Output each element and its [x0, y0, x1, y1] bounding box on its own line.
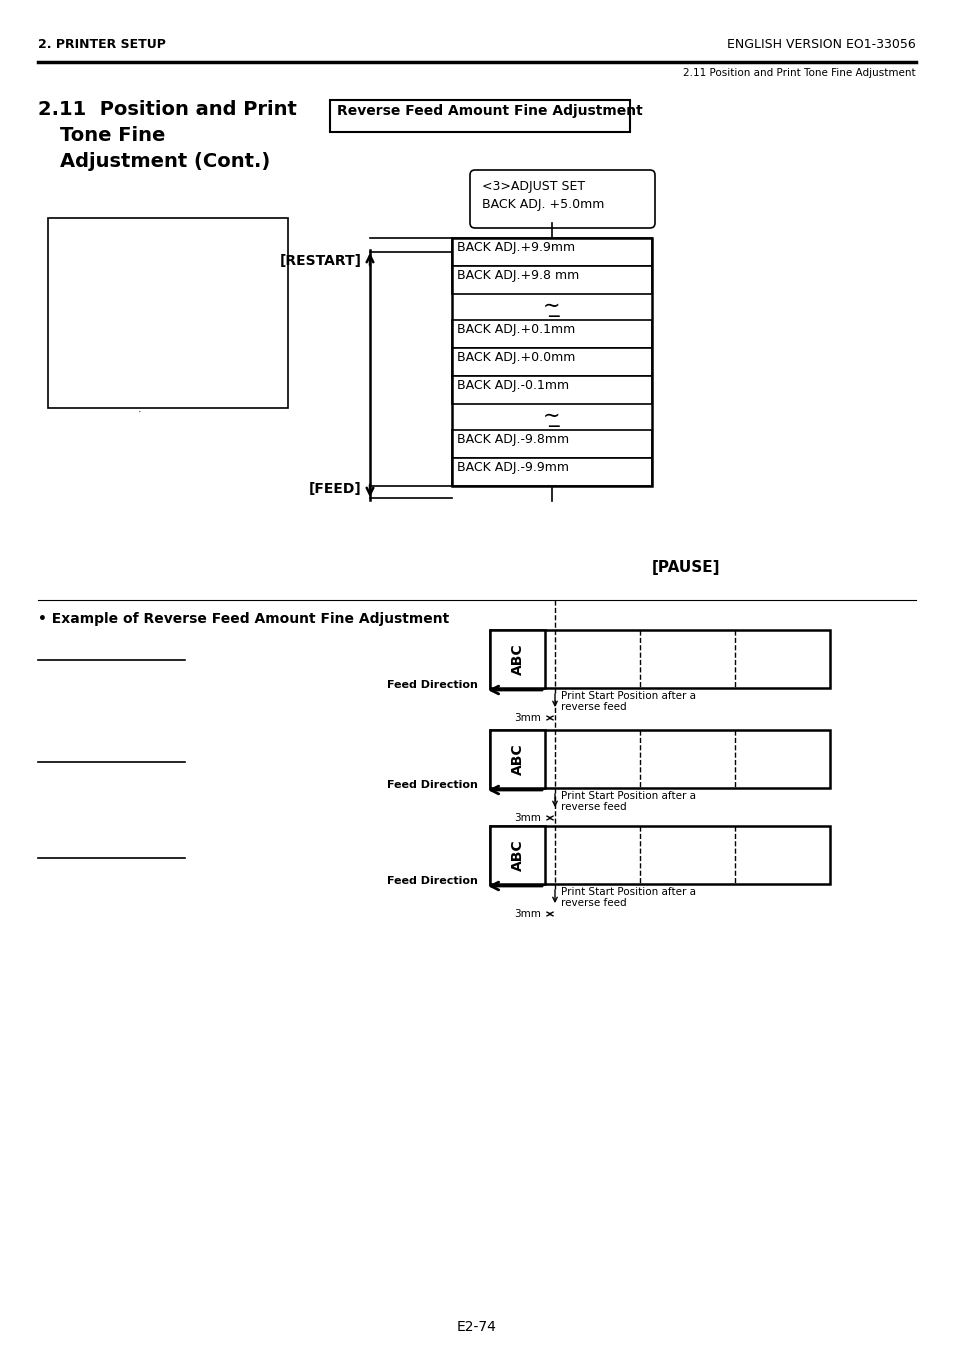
Text: 2. PRINTER SETUP: 2. PRINTER SETUP — [38, 38, 166, 51]
Text: reverse feed: reverse feed — [560, 703, 626, 712]
Bar — [452, 266, 651, 295]
Text: ENGLISH VERSION EO1-33056: ENGLISH VERSION EO1-33056 — [726, 38, 915, 51]
Text: 3mm: 3mm — [514, 713, 540, 723]
Bar — [490, 630, 829, 688]
Text: 2.11  Position and Print: 2.11 Position and Print — [38, 100, 296, 119]
Bar — [490, 825, 544, 884]
Text: Tone Fine: Tone Fine — [60, 126, 165, 145]
Text: Print Start Position after a: Print Start Position after a — [560, 888, 696, 897]
Text: ABC: ABC — [510, 839, 524, 871]
Text: Feed Direction: Feed Direction — [387, 875, 477, 886]
FancyBboxPatch shape — [470, 170, 655, 228]
Text: ∼̲: ∼̲ — [542, 297, 560, 317]
Text: Print Start Position after a: Print Start Position after a — [560, 690, 696, 701]
Bar — [452, 458, 651, 486]
Text: BACK ADJ. +5.0mm: BACK ADJ. +5.0mm — [481, 199, 604, 211]
Text: BACK ADJ.-9.8mm: BACK ADJ.-9.8mm — [456, 434, 569, 446]
Bar — [452, 430, 651, 458]
Text: BACK ADJ.+9.8 mm: BACK ADJ.+9.8 mm — [456, 269, 578, 282]
Bar — [452, 376, 651, 404]
Bar — [452, 238, 651, 486]
Text: BACK ADJ.+9.9mm: BACK ADJ.+9.9mm — [456, 240, 575, 254]
Text: BACK ADJ.-9.9mm: BACK ADJ.-9.9mm — [456, 461, 568, 474]
Text: Feed Direction: Feed Direction — [387, 680, 477, 690]
Bar — [48, 218, 288, 408]
Bar — [330, 100, 629, 132]
Text: Print Start Position after a: Print Start Position after a — [560, 790, 696, 801]
Text: BACK ADJ.-0.1mm: BACK ADJ.-0.1mm — [456, 380, 569, 392]
Text: BACK ADJ.+0.1mm: BACK ADJ.+0.1mm — [456, 323, 575, 336]
Bar — [452, 238, 651, 266]
Text: 3mm: 3mm — [514, 813, 540, 823]
Bar — [452, 349, 651, 376]
Text: Adjustment (Cont.): Adjustment (Cont.) — [60, 153, 270, 172]
Text: BACK ADJ.+0.0mm: BACK ADJ.+0.0mm — [456, 351, 575, 363]
Text: <3>ADJUST SET: <3>ADJUST SET — [481, 180, 584, 193]
Bar — [490, 630, 544, 688]
Text: ABC: ABC — [510, 743, 524, 775]
Bar — [490, 730, 544, 788]
Text: [RESTART]: [RESTART] — [280, 254, 361, 267]
Bar — [490, 730, 829, 788]
Text: Reverse Feed Amount Fine Adjustment: Reverse Feed Amount Fine Adjustment — [336, 104, 642, 118]
Text: [FEED]: [FEED] — [309, 482, 361, 496]
Text: [PAUSE]: [PAUSE] — [651, 561, 720, 576]
Bar — [452, 320, 651, 349]
Text: ∼̲: ∼̲ — [542, 407, 560, 427]
Text: ABC: ABC — [510, 643, 524, 674]
Bar — [490, 825, 829, 884]
Text: Feed Direction: Feed Direction — [387, 780, 477, 790]
Text: 2.11 Position and Print Tone Fine Adjustment: 2.11 Position and Print Tone Fine Adjust… — [682, 68, 915, 78]
Text: reverse feed: reverse feed — [560, 898, 626, 908]
Text: .: . — [138, 404, 142, 413]
Text: • Example of Reverse Feed Amount Fine Adjustment: • Example of Reverse Feed Amount Fine Ad… — [38, 612, 449, 626]
Text: E2-74: E2-74 — [456, 1320, 497, 1333]
Text: reverse feed: reverse feed — [560, 802, 626, 812]
Text: 3mm: 3mm — [514, 909, 540, 919]
